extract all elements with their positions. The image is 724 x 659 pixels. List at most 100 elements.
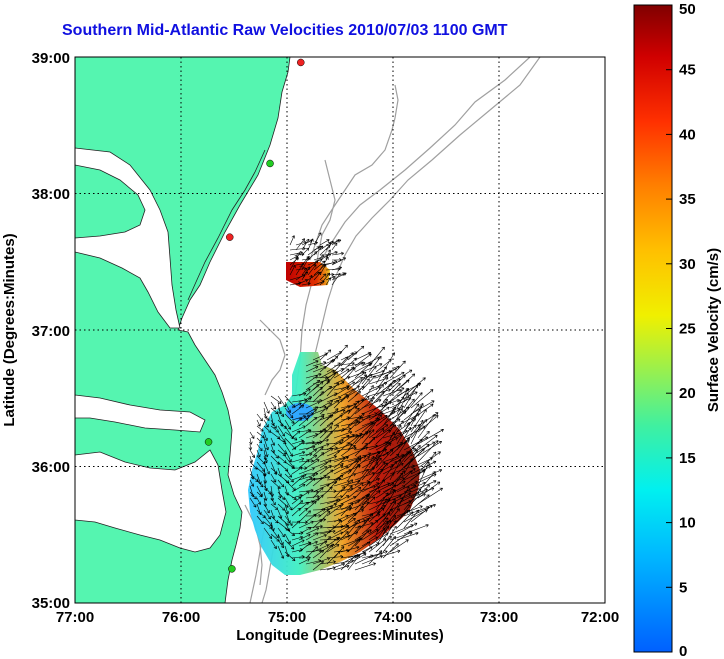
velocity-arrow xyxy=(319,385,332,397)
velocity-arrow xyxy=(340,357,357,373)
velocity-arrow xyxy=(298,473,316,481)
velocity-arrow xyxy=(389,397,412,409)
velocity-arrow xyxy=(375,374,389,391)
velocity-arrow xyxy=(354,468,369,487)
velocity-arrow xyxy=(305,532,319,541)
velocity-arrow xyxy=(389,472,404,493)
velocity-arrow xyxy=(291,441,305,451)
velocity-arrow xyxy=(326,424,339,439)
velocity-arrow xyxy=(277,491,286,500)
velocity-arrow xyxy=(361,490,381,505)
velocity-arrow xyxy=(361,477,380,487)
velocity-arrow xyxy=(326,408,339,421)
velocity-arrow xyxy=(382,501,396,523)
velocity-arrow xyxy=(270,407,279,415)
velocity-arrow xyxy=(382,494,402,505)
velocity-arrow xyxy=(277,395,286,408)
velocity-arrow xyxy=(354,351,372,361)
velocity-arrow xyxy=(319,455,337,463)
velocity-arrow xyxy=(263,431,269,442)
velocity-arrow xyxy=(305,400,321,409)
velocity-arrow xyxy=(368,468,383,487)
velocity-arrow xyxy=(312,428,326,439)
velocity-arrow xyxy=(403,449,418,475)
velocity-arrow xyxy=(333,495,350,505)
velocity-arrow xyxy=(277,527,285,538)
velocity-arrow xyxy=(347,434,362,451)
velocity-arrow xyxy=(347,371,367,385)
velocity-arrow xyxy=(396,426,412,451)
velocity-arrow xyxy=(389,360,406,379)
velocity-arrow xyxy=(291,520,301,529)
velocity-arrow xyxy=(361,458,379,469)
velocity-arrow xyxy=(333,443,353,451)
velocity-arrow xyxy=(375,449,394,469)
velocity-arrow xyxy=(382,460,397,481)
velocity-arrow xyxy=(249,455,254,463)
velocity-arrow xyxy=(298,533,311,541)
velocity-arrow xyxy=(307,246,320,256)
velocity-arrow xyxy=(291,457,305,463)
velocity-arrow xyxy=(354,442,368,457)
velocity-arrow xyxy=(284,449,292,463)
hf-radar-station-marker xyxy=(297,58,305,67)
velocity-arrow xyxy=(403,523,429,535)
velocity-arrow xyxy=(291,466,303,475)
velocity-arrow xyxy=(319,272,331,286)
velocity-arrow xyxy=(389,410,407,427)
velocity-arrow xyxy=(312,557,331,565)
velocity-arrow xyxy=(375,441,390,463)
velocity-arrow xyxy=(256,491,263,498)
velocity-arrow xyxy=(284,467,292,478)
velocity-arrow xyxy=(347,412,365,427)
velocity-arrow xyxy=(277,503,286,511)
velocity-arrow xyxy=(284,515,293,526)
velocity-arrow xyxy=(326,505,342,517)
velocity-arrow xyxy=(263,443,269,458)
y-tick-label: 37:00 xyxy=(32,323,70,340)
velocity-arrow xyxy=(312,544,330,553)
velocity-arrow xyxy=(389,374,406,391)
velocity-arrow xyxy=(305,360,319,367)
velocity-arrow xyxy=(410,419,428,439)
velocity-arrow xyxy=(375,482,395,493)
velocity-arrow xyxy=(319,369,335,379)
velocity-arrow xyxy=(284,419,291,430)
velocity-arrow xyxy=(277,539,285,549)
velocity-arrow xyxy=(319,380,330,391)
velocity-arrow xyxy=(340,518,356,529)
velocity-arrow xyxy=(326,396,342,403)
velocity-arrow xyxy=(312,381,324,391)
velocity-arrow xyxy=(263,527,273,539)
colorbar-tick-label: 20 xyxy=(679,385,696,402)
velocity-arrow xyxy=(340,485,353,499)
velocity-arrow xyxy=(368,384,384,403)
velocity-arrow xyxy=(368,428,385,445)
velocity-arrow xyxy=(417,440,439,463)
velocity-arrow xyxy=(347,391,361,403)
velocity-arrow xyxy=(403,436,429,451)
velocity-arrow xyxy=(263,503,270,514)
velocity-arrow xyxy=(403,392,423,415)
velocity-arrow xyxy=(382,543,399,559)
velocity-arrow xyxy=(326,441,342,445)
velocity-arrow xyxy=(340,381,356,391)
velocity-arrow xyxy=(368,538,387,553)
velocity-arrow xyxy=(301,247,310,256)
velocity-arrow xyxy=(375,498,388,517)
velocity-arrow xyxy=(319,465,332,475)
velocity-arrow xyxy=(368,406,390,421)
velocity-arrow xyxy=(333,455,349,469)
velocity-arrow xyxy=(326,400,340,409)
velocity-arrow xyxy=(305,375,318,385)
velocity-arrow xyxy=(417,434,438,451)
velocity-arrow xyxy=(326,474,344,487)
velocity-arrow xyxy=(270,467,278,474)
velocity-arrow xyxy=(291,402,302,409)
velocity-arrow xyxy=(354,452,372,463)
velocity-arrow xyxy=(325,249,332,261)
velocity-arrow xyxy=(333,416,350,427)
velocity-arrow xyxy=(410,494,430,511)
velocity-arrow xyxy=(319,392,338,403)
velocity-arrow xyxy=(410,402,424,427)
